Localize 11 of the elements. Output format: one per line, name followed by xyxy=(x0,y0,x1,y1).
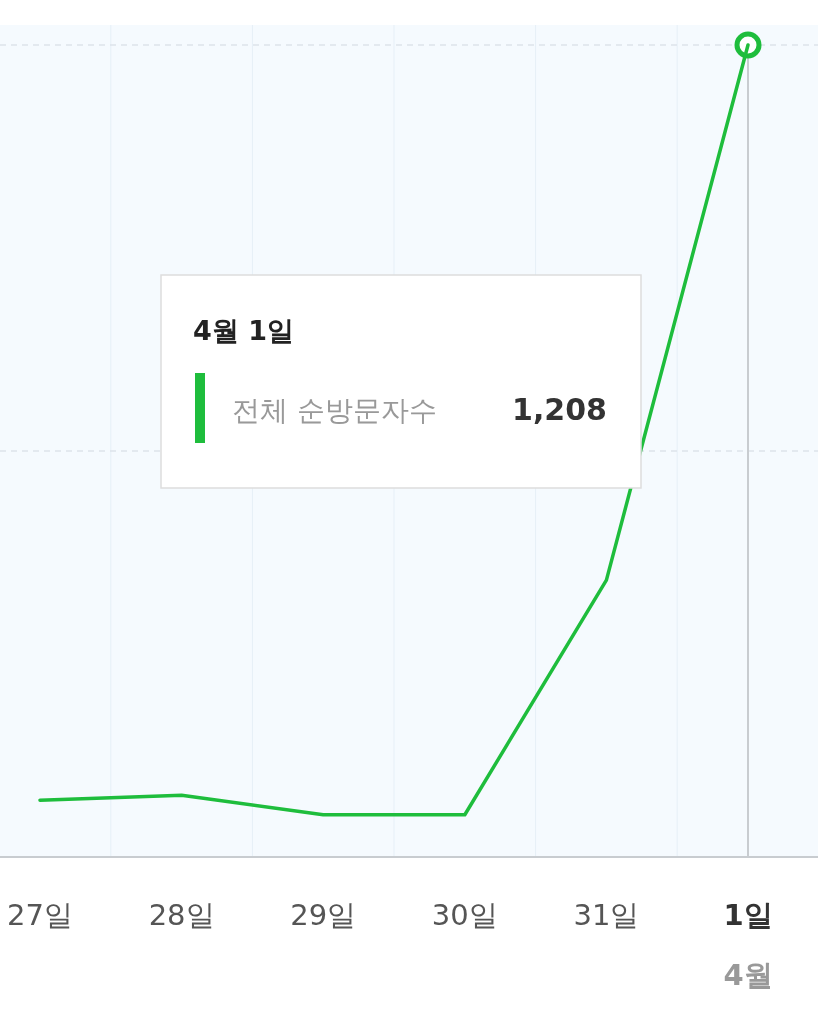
x-tick-label: 28일 xyxy=(148,898,215,932)
annotation: 4월 1일 xyxy=(193,315,294,346)
x-tick-label: 1일 xyxy=(723,898,773,932)
annotation: 1,208 xyxy=(512,392,607,427)
tooltip: 4월 1일 전체 순방문자수 1,208 xyxy=(160,274,642,489)
text: 전체 순방문자수 xyxy=(232,394,437,427)
x-tick-label: 27일 xyxy=(7,898,73,932)
x-tick-label: 29일 xyxy=(290,898,357,932)
x-tick-label: 30일 xyxy=(431,898,498,932)
text: 4월 xyxy=(723,958,773,992)
x-tick-label: 31일 xyxy=(573,898,640,932)
